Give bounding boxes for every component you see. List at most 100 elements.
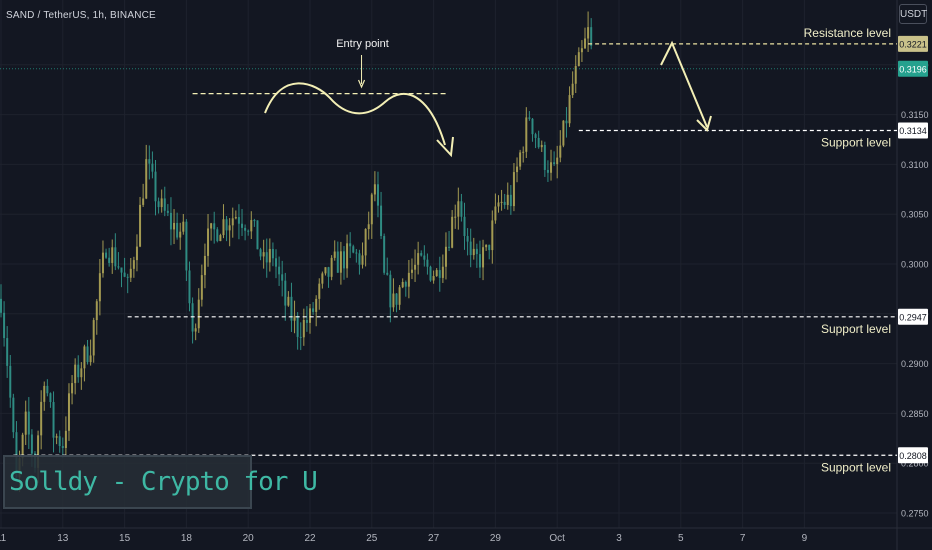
x-tick-label: 3 (616, 533, 622, 544)
candle-body (330, 257, 333, 277)
support-level-label: Support level (821, 136, 891, 150)
candle-body (83, 346, 86, 369)
candle-body (488, 244, 491, 251)
candle-body (129, 268, 132, 278)
candle-body (154, 171, 157, 202)
candle-body (142, 198, 145, 205)
level-price-badge (898, 447, 928, 464)
price-axis[interactable]: 0.27500.28000.28500.29000.29500.30000.30… (898, 35, 929, 519)
candle-body (6, 338, 9, 366)
current-price-badge (898, 60, 928, 77)
candle-body (466, 236, 469, 242)
candle-body (333, 251, 336, 258)
candle-body (519, 152, 522, 167)
candle-body (574, 66, 577, 84)
support-level-label: Support level (821, 322, 891, 336)
candle-body (503, 201, 506, 205)
candle-body (225, 219, 228, 231)
candle-body (525, 117, 528, 152)
candle-body (237, 217, 240, 224)
candle-body (537, 137, 540, 148)
x-tick-label: 18 (181, 533, 193, 544)
y-tick-label: 0.3050 (901, 210, 929, 220)
y-tick-label: 0.2800 (901, 459, 929, 469)
candle-body (46, 385, 49, 394)
candle-body (207, 228, 210, 256)
y-tick-label: 0.2750 (901, 509, 929, 519)
candle-body (444, 246, 447, 267)
candle-body (166, 210, 169, 213)
candle-body (423, 255, 426, 260)
candle-body (580, 48, 583, 53)
candle-body (262, 252, 265, 257)
candle-body (469, 241, 472, 256)
candle-body (497, 202, 500, 207)
candle-body (216, 229, 219, 242)
candle-body (349, 243, 352, 247)
candle-body (197, 299, 200, 329)
candle-body (401, 281, 404, 288)
candle-body (0, 298, 2, 313)
candle-body (117, 266, 120, 268)
candle-body (43, 385, 46, 402)
candle-body (271, 248, 274, 259)
candle-body (584, 38, 587, 49)
candle-body (438, 270, 441, 278)
level-price-badge (898, 308, 928, 325)
projection-curve (264, 82, 446, 146)
candle-body (358, 253, 361, 265)
candle-body (352, 246, 355, 253)
x-tick-label: 29 (490, 533, 502, 544)
candle-body (571, 83, 574, 96)
candle-body (92, 320, 95, 356)
forecast-arrow (660, 40, 708, 128)
candle-body (123, 272, 126, 277)
x-tick-label: 5 (678, 533, 684, 544)
candle-body (407, 272, 410, 287)
candle-body (299, 336, 302, 338)
y-tick-label: 0.3150 (901, 110, 929, 120)
level-price-text: 0.2947 (899, 312, 927, 322)
candle-body (145, 159, 148, 199)
x-tick-label: 7 (740, 533, 746, 544)
candle-body (30, 434, 33, 454)
candle-body (296, 315, 299, 337)
candle-body (244, 227, 247, 231)
candle-body (324, 267, 327, 274)
x-tick-label: 15 (119, 533, 131, 544)
currency-badge[interactable]: USDT (899, 4, 927, 24)
candle-body (543, 144, 546, 170)
time-axis[interactable]: 11 13 15 18 20 22 25 27 29 Oct 3 5 7 9 (0, 533, 808, 544)
candle-body (105, 252, 108, 258)
candle-body (478, 254, 481, 268)
symbol-header: SAND / TetherUS, 1h, BINANCE (6, 10, 156, 21)
candle-body (383, 236, 386, 273)
candle-body (173, 222, 176, 230)
resistance-level-label: Resistance level (804, 26, 891, 40)
candle-body (435, 270, 438, 277)
candle-body (228, 225, 231, 231)
candle-body (259, 249, 262, 257)
watermark: Solldy - Crypto for U (3, 455, 318, 509)
candle-body (327, 267, 330, 277)
candle-body (169, 212, 172, 230)
candle-body (148, 159, 151, 164)
candle-body (432, 276, 435, 281)
candle-body (556, 157, 559, 165)
candle-body (392, 293, 395, 308)
candle-body (111, 247, 114, 263)
candle-body (256, 220, 259, 250)
entry-pointer-arrowhead (357, 79, 366, 89)
candle-body (61, 446, 64, 448)
candle-body (318, 283, 321, 299)
level-price-badge (898, 35, 928, 52)
candle-body (568, 95, 571, 124)
level-price-text: 0.2808 (899, 451, 927, 461)
candle-body (284, 280, 287, 306)
candle-body (74, 364, 77, 384)
candle-body (534, 134, 537, 138)
candle-body (101, 252, 104, 274)
candle-body (21, 434, 24, 459)
candle-body (315, 298, 318, 312)
candle-body (454, 216, 457, 218)
